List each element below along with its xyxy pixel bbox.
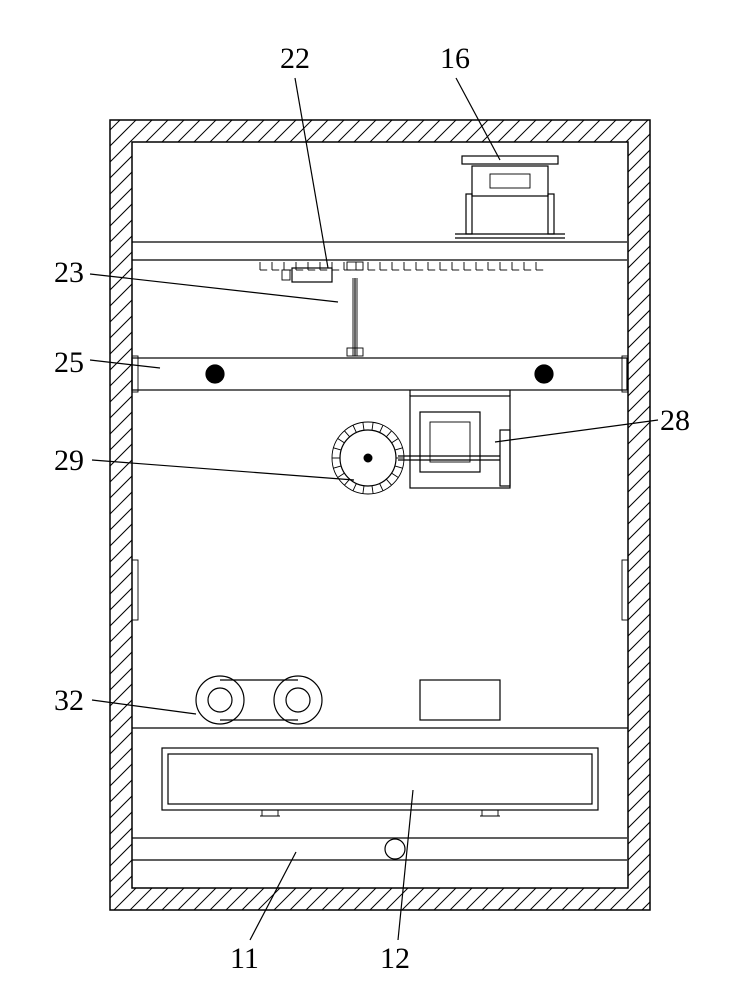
label-16: 16	[440, 42, 470, 76]
diagram-svg	[0, 0, 748, 1000]
label-23: 23	[54, 256, 84, 290]
label-11: 11	[230, 942, 259, 976]
label-29: 29	[54, 444, 84, 478]
label-25: 25	[54, 346, 84, 380]
label-22: 22	[280, 42, 310, 76]
diagram-stage: 22 16 23 25 28 29 32 11 12	[0, 0, 748, 1000]
label-12: 12	[380, 942, 410, 976]
label-28: 28	[660, 404, 690, 438]
label-32: 32	[54, 684, 84, 718]
